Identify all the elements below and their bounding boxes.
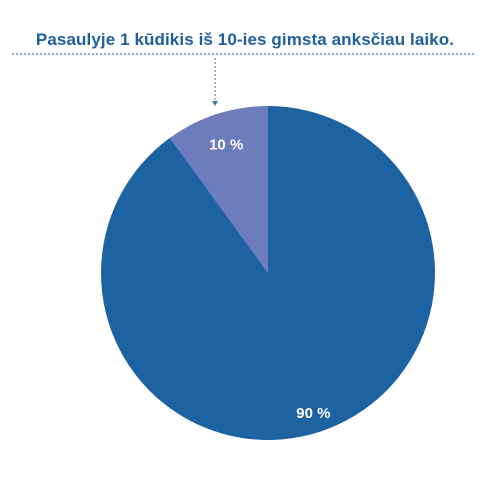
pie-slice-90 bbox=[100, 106, 436, 441]
pie-label-90: 90 % bbox=[296, 405, 330, 422]
pie-label-10: 10 % bbox=[209, 136, 243, 153]
chart-title: Pasaulyje 1 kūdikis iš 10-ies gimsta ank… bbox=[35, 30, 455, 49]
callout-arrowhead bbox=[212, 101, 218, 106]
pie-slice-10 bbox=[169, 106, 268, 273]
pie-slices bbox=[100, 106, 436, 441]
pie-labels: 10 % 90 % bbox=[209, 136, 330, 421]
